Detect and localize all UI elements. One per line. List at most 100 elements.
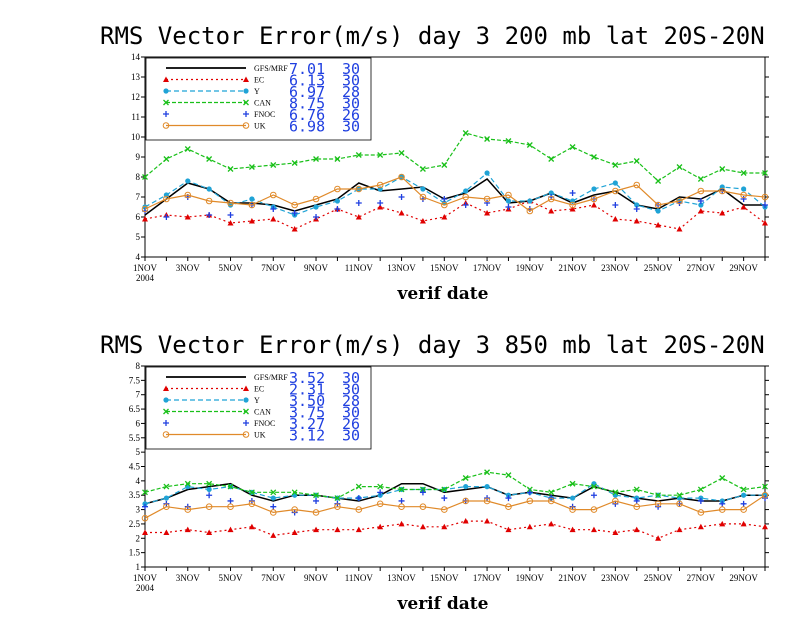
data-point-can <box>719 475 726 481</box>
data-point-can <box>655 492 662 499</box>
x-tick-label: 3NOV <box>176 573 200 583</box>
data-point-ec <box>248 523 255 530</box>
data-point-uk <box>462 497 469 505</box>
legend-name-uk: UK <box>254 122 266 131</box>
data-point-uk <box>205 197 213 205</box>
x-tick-label: 29NOV <box>729 573 758 583</box>
data-point-ec <box>740 520 747 527</box>
legend-name-uk: UK <box>254 431 266 440</box>
data-point-ec <box>548 520 555 527</box>
data-point-can <box>206 480 213 487</box>
chart-title: RMS Vector Error(m/s) day 3 850 mb lat 2… <box>100 331 765 359</box>
data-point-can <box>633 158 640 164</box>
x-tick-label: 5NOV <box>219 263 243 273</box>
data-point-can <box>270 162 277 168</box>
series-can <box>142 469 768 502</box>
legend-marker-uk <box>242 122 250 129</box>
data-point-fnoc <box>484 200 491 206</box>
data-point-uk <box>419 503 427 511</box>
series-line-can <box>144 132 765 182</box>
data-point-fnoc <box>313 214 320 220</box>
data-point-uk <box>291 506 298 513</box>
data-point-fnoc <box>398 194 405 200</box>
y-tick-label: 1.5 <box>129 548 141 558</box>
data-point-can <box>355 152 362 158</box>
legend-mean-fnoc: 6.76 <box>289 106 325 124</box>
legend-marker-can <box>243 99 249 106</box>
data-point-can <box>526 142 533 148</box>
data-point-can <box>441 486 448 493</box>
legend-name-ec: EC <box>254 76 264 85</box>
x-tick-label: 25NOV <box>644 263 673 273</box>
data-point-ec <box>313 526 320 533</box>
data-point-ec <box>355 526 362 533</box>
data-point-can <box>697 176 704 182</box>
x-tick-label: 21NOV <box>558 573 587 583</box>
data-point-ec <box>334 526 341 533</box>
data-point-uk <box>269 509 277 516</box>
legend-mean-y: 6.97 <box>289 83 325 101</box>
data-point-can <box>484 469 491 476</box>
y-tick-label: 4 <box>136 476 141 486</box>
data-point-can <box>206 156 213 162</box>
data-point-ec <box>248 218 255 224</box>
data-point-uk <box>205 503 213 511</box>
y-tick-label: 2.5 <box>129 519 141 529</box>
data-point-ec <box>270 216 277 222</box>
data-point-fnoc <box>206 212 213 218</box>
data-point-y <box>463 188 469 194</box>
x-year-label: 2004 <box>136 583 155 593</box>
data-point-fnoc <box>526 489 533 496</box>
data-point-can <box>505 472 512 479</box>
data-point-uk <box>612 497 619 505</box>
legend-mean-ec: 6.13 <box>289 72 325 90</box>
legend-marker-fnoc <box>243 420 249 426</box>
chart-panel-1: RMS Vector Error(m/s) day 3 200 mb lat 2… <box>100 22 769 304</box>
data-point-can <box>591 154 597 160</box>
data-point-uk <box>590 195 598 203</box>
data-point-can <box>569 480 576 487</box>
data-point-can <box>419 166 426 172</box>
legend-count-can: 30 <box>342 95 360 113</box>
legend-mean-can: 8.75 <box>289 95 325 113</box>
data-point-uk <box>569 201 576 209</box>
data-point-uk <box>355 506 363 513</box>
data-point-can <box>676 492 683 499</box>
data-point-uk <box>633 181 641 189</box>
data-point-fnoc <box>590 492 597 499</box>
data-point-y <box>591 186 597 192</box>
data-point-y <box>206 186 212 192</box>
data-point-can <box>612 162 619 168</box>
data-point-ec <box>355 214 362 220</box>
series-ec <box>142 518 768 541</box>
data-point-fnoc <box>697 198 704 204</box>
data-point-y <box>698 202 704 208</box>
data-point-y <box>163 495 169 501</box>
x-year-label: 2004 <box>136 273 155 283</box>
data-point-uk <box>312 195 320 203</box>
legend-marker-ec <box>163 385 169 391</box>
legend-mean-fnoc: 3.27 <box>289 415 325 433</box>
legend-name-fnoc: FNOC <box>254 419 275 428</box>
data-point-ec <box>227 526 234 533</box>
data-point-uk <box>612 187 619 195</box>
data-point-can <box>163 483 170 490</box>
y-tick-label: 12 <box>131 92 140 102</box>
data-point-can <box>142 174 148 180</box>
y-tick-label: 7 <box>136 192 141 202</box>
data-point-uk <box>398 173 405 181</box>
data-point-uk <box>483 497 491 505</box>
data-point-y <box>612 180 618 186</box>
data-point-y <box>206 486 212 493</box>
legend-marker-y <box>243 397 249 403</box>
series-line-ec <box>145 520 766 539</box>
data-point-fnoc <box>762 202 768 208</box>
legend-marker-y <box>163 88 169 94</box>
data-point-can <box>248 489 255 496</box>
x-tick-label: 9NOV <box>304 263 328 273</box>
data-point-ec <box>655 222 662 228</box>
y-tick-label: 5.5 <box>129 433 141 443</box>
data-point-uk <box>355 185 363 193</box>
chart-panel-2: RMS Vector Error(m/s) day 3 850 mb lat 2… <box>100 331 769 614</box>
data-point-fnoc <box>569 190 576 196</box>
